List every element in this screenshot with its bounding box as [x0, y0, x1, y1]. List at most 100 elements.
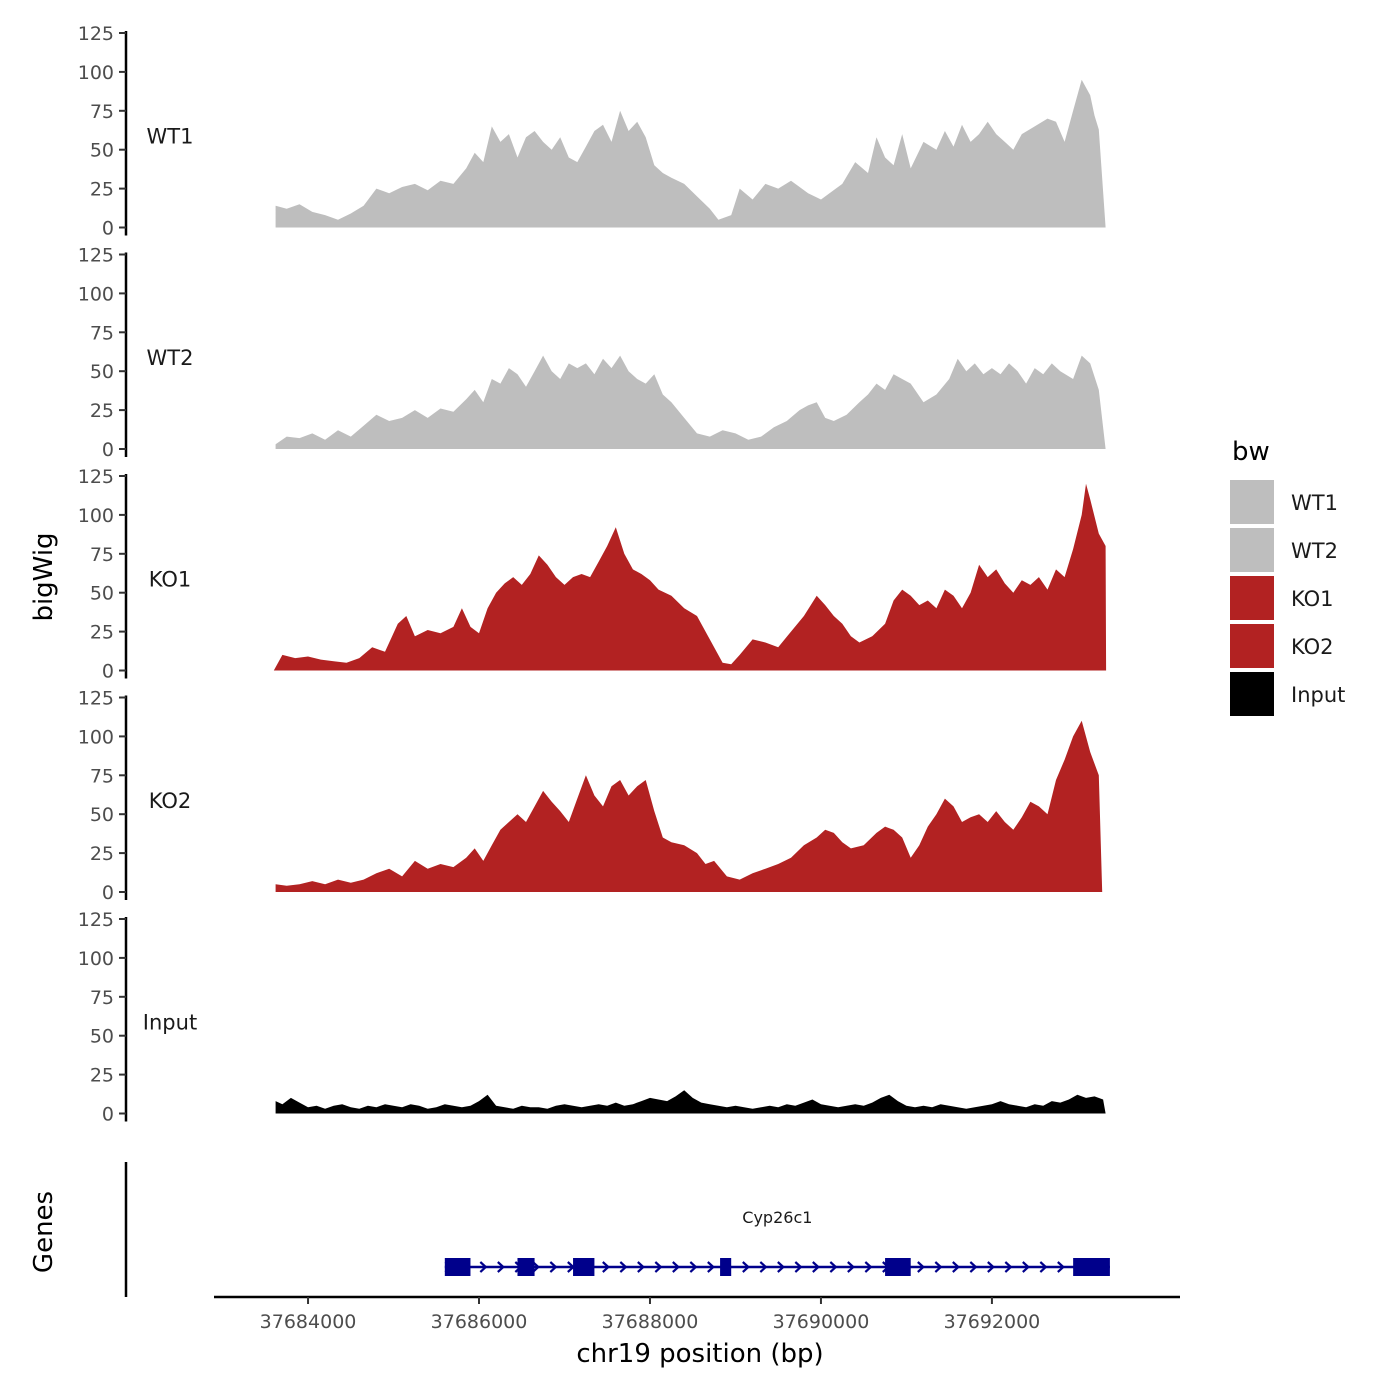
strand-arrow	[602, 1261, 610, 1273]
legend-label: WT2	[1291, 539, 1338, 563]
strand-arrow	[619, 1261, 628, 1273]
strand-arrow	[759, 1261, 768, 1273]
legend-swatch	[1230, 672, 1274, 716]
gene-track: Cyp26c1	[124, 1162, 1110, 1297]
strand-arrow	[864, 1261, 873, 1273]
strand-arrow	[707, 1261, 715, 1273]
track-label: KO2	[149, 789, 192, 813]
y-tick-label: 125	[78, 688, 114, 710]
signal-area-wt2	[275, 355, 1106, 449]
exon-block	[1073, 1258, 1110, 1276]
signal-area-ko2	[275, 720, 1103, 892]
track-label: Input	[143, 1011, 197, 1035]
exon-block	[573, 1258, 595, 1276]
y-tick-label: 50	[90, 804, 114, 826]
strand-arrow	[689, 1261, 698, 1273]
strand-arrow	[829, 1261, 838, 1273]
y-tick-label: 75	[90, 322, 114, 344]
track-label: KO1	[149, 568, 192, 592]
track-wt1: 0 25 50 75 100 125 WT1	[78, 23, 1106, 240]
legend-entry-ko2: KO2	[1230, 624, 1334, 668]
strand-arrow	[1057, 1261, 1065, 1273]
x-tick-label: 37686000	[431, 1311, 528, 1333]
track-ko2: 0 25 50 75 100 125 KO2	[78, 688, 1103, 904]
legend: bw WT1 WT2 KO1 KO2 Input	[1230, 437, 1345, 716]
x-tick-label: 37690000	[773, 1311, 870, 1333]
y-tick-label: 75	[90, 765, 114, 787]
y-tick-label: 75	[90, 544, 114, 566]
strand-arrow	[987, 1261, 995, 1273]
y-tick-label: 100	[78, 726, 114, 748]
x-tick-label: 37692000	[944, 1311, 1041, 1333]
strand-arrow	[479, 1261, 488, 1273]
strand-arrow	[952, 1261, 960, 1273]
legend-entry-wt2: WT2	[1230, 528, 1338, 572]
x-tick-label: 37688000	[602, 1311, 699, 1333]
y-tick-label: 100	[78, 948, 114, 970]
y-tick-label: 125	[78, 466, 114, 488]
strand-arrow	[794, 1261, 803, 1273]
legend-swatch	[1230, 528, 1274, 572]
strand-arrow	[1022, 1261, 1030, 1273]
y-tick-label: 25	[90, 843, 114, 865]
y-tick-label: 25	[90, 179, 114, 201]
y-tick-label: 75	[90, 987, 114, 1009]
y-tick-label: 25	[90, 1065, 114, 1087]
y-tick-label: 50	[90, 140, 114, 162]
y-tick-label: 125	[78, 909, 114, 931]
strand-arrow	[742, 1261, 750, 1273]
exon-block	[517, 1258, 535, 1276]
strand-arrow	[654, 1261, 663, 1273]
strand-arrow	[672, 1261, 680, 1273]
exon-block	[720, 1258, 732, 1276]
legend-entry-wt1: WT1	[1230, 480, 1338, 524]
y-tick-label: 0	[102, 882, 114, 904]
y-tick-label: 25	[90, 622, 114, 644]
y-tick-label: 100	[78, 62, 114, 84]
legend-label: Input	[1291, 683, 1345, 707]
genes-track-title: Genes	[29, 1191, 59, 1273]
y-tick-label: 0	[102, 661, 114, 683]
strand-arrow	[532, 1261, 540, 1273]
legend-title: bw	[1232, 437, 1270, 467]
strand-arrow	[549, 1261, 558, 1273]
legend-entry-input: Input	[1230, 672, 1345, 716]
y-axis-title: bigWig	[29, 532, 59, 621]
y-tick-label: 125	[78, 245, 114, 267]
y-tick-label: 0	[102, 218, 114, 240]
strand-arrow	[847, 1261, 855, 1273]
y-tick-label: 0	[102, 439, 114, 461]
legend-swatch	[1230, 576, 1274, 620]
signal-area-input	[275, 1090, 1106, 1114]
legend-swatch	[1230, 480, 1274, 524]
track-input: 0 25 50 75 100 125 Input	[78, 909, 1106, 1126]
y-tick-label: 50	[90, 583, 114, 605]
legend-label: KO1	[1291, 587, 1334, 611]
x-axis-title: chr19 position (bp)	[576, 1339, 823, 1369]
legend-entry-ko1: KO1	[1230, 576, 1334, 620]
strand-arrow	[969, 1261, 978, 1273]
exon-block	[444, 1258, 471, 1276]
strand-arrow	[1039, 1261, 1048, 1273]
track-label: WT1	[147, 125, 194, 149]
y-tick-label: 50	[90, 1026, 114, 1048]
y-tick-label: 100	[78, 505, 114, 527]
gene-cyp26c1: Cyp26c1	[444, 1208, 1110, 1276]
x-axis: 37684000 37686000 37688000 37690000 37692000	[214, 1295, 1180, 1333]
legend-label: KO2	[1291, 635, 1334, 659]
strand-arrow	[812, 1261, 820, 1273]
bigwig-tracks: 0 25 50 75 100 125 WT1 0 25 50 75 100 125 WT2 0 25 50 75 1…	[78, 23, 1107, 1126]
y-tick-label: 50	[90, 361, 114, 383]
strand-arrow	[917, 1261, 925, 1273]
strand-arrow	[637, 1261, 645, 1273]
legend-swatch	[1230, 624, 1274, 668]
y-tick-label: 125	[78, 23, 114, 45]
signal-area-wt1	[275, 79, 1106, 228]
exon-block	[885, 1258, 911, 1276]
track-ko1: 0 25 50 75 100 125 KO1	[78, 466, 1107, 683]
track-wt2: 0 25 50 75 100 125 WT2	[78, 245, 1106, 461]
gene-name-label: Cyp26c1	[742, 1208, 812, 1227]
y-tick-label: 25	[90, 400, 114, 422]
strand-arrow	[1004, 1261, 1013, 1273]
